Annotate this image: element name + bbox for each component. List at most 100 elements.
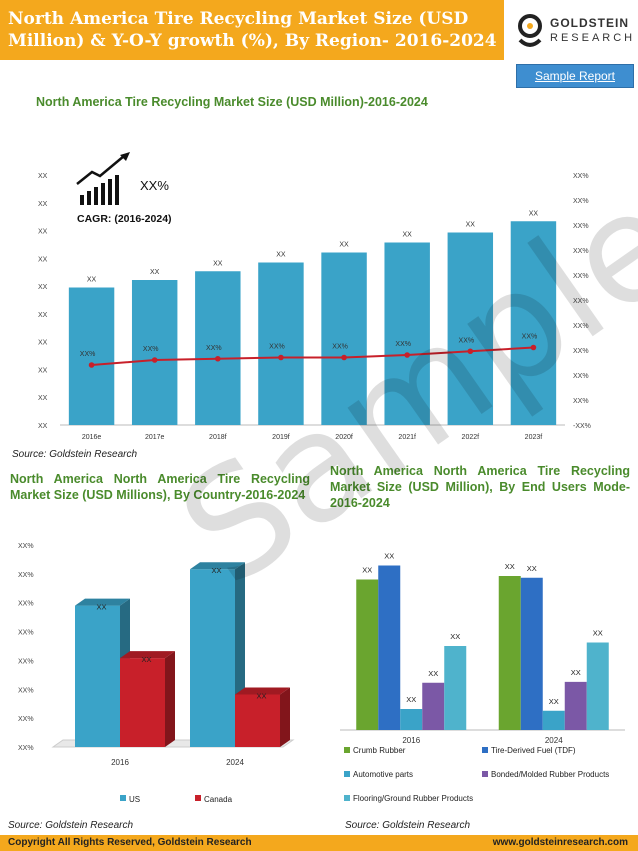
bar-label: XX (384, 552, 394, 561)
y-tick-left: XX (38, 284, 48, 291)
bar (564, 681, 587, 730)
y-tick-right: XX% (573, 398, 589, 405)
bar-label: XX (549, 697, 559, 706)
bar-label: XX (96, 603, 106, 612)
legend-swatch (344, 795, 350, 801)
chart1-source: Source: Goldstein Research (12, 449, 138, 460)
logo-text-top: GOLDSTEIN (550, 16, 630, 30)
legend-label: Tire-Derived Fuel (TDF) (491, 746, 576, 755)
cagr-label: CAGR: (2016-2024) (77, 213, 172, 225)
header-banner: North America Tire Recycling Market Size… (0, 0, 504, 60)
x-tick-label: 2018f (209, 434, 227, 441)
y-tick: XX% (18, 745, 34, 752)
x-tick-label: 2023f (525, 434, 543, 441)
bar-label: XX (211, 566, 221, 575)
x-tick-label: 2016e (82, 434, 102, 441)
growth-point (151, 357, 158, 363)
y-tick: XX% (18, 630, 34, 637)
y-tick-right: XX% (573, 273, 589, 280)
bar-top (190, 562, 245, 570)
bar (586, 642, 609, 730)
goldstein-logo: GOLDSTEIN RESEARCH (516, 14, 632, 54)
bar-label: XX (529, 210, 539, 217)
bar-top (235, 687, 290, 695)
legend-label: Automotive parts (353, 770, 413, 779)
legend-label: Canada (204, 795, 233, 804)
bar-label: XX (466, 222, 476, 229)
growth-label: XX% (332, 344, 348, 351)
growth-label: XX% (522, 334, 538, 341)
bar-front (75, 605, 120, 747)
bar-label: XX (505, 562, 515, 571)
y-tick-right: XX% (573, 223, 589, 230)
bar (447, 232, 494, 425)
cagr-arrow-head (120, 152, 130, 161)
chart2-title: North America North America Tire Recycli… (10, 472, 310, 502)
footer-bar: Copyright All Rights Reserved, Goldstein… (0, 835, 638, 851)
y-tick-left: XX (38, 395, 48, 402)
bar (195, 271, 241, 425)
bar-label: XX (87, 277, 97, 284)
bar (131, 280, 178, 425)
growth-point (215, 355, 221, 362)
y-tick-right: XX% (573, 298, 589, 305)
y-tick: XX% (18, 658, 34, 665)
legend-label: US (129, 795, 140, 804)
x-tick-label: 2017e (145, 434, 165, 441)
y-tick-left: XX (38, 340, 48, 347)
footer-website[interactable]: www.goldsteinresearch.com (492, 837, 628, 848)
bar-label: XX (571, 668, 581, 677)
bar-label: XX (150, 269, 160, 276)
cagr-arrow-line (76, 155, 125, 185)
bar-side (165, 651, 175, 747)
y-tick: XX% (18, 687, 34, 694)
growth-point (467, 348, 474, 355)
footer-copyright: Copyright All Rights Reserved, Goldstein… (8, 837, 252, 848)
growth-label: XX% (80, 351, 96, 358)
x-tick-label: 2019f (272, 434, 290, 441)
legend-swatch (482, 747, 488, 753)
y-tick: XX% (18, 543, 34, 550)
x-tick-label: 2024 (226, 758, 244, 767)
bar (510, 221, 557, 425)
growth-point (530, 344, 537, 351)
bar-front (120, 658, 165, 747)
y-tick-right: XX% (573, 248, 589, 255)
y-tick-right: -XX% (573, 423, 591, 430)
page-title: North America Tire Recycling Market Size… (8, 9, 497, 51)
bar-front (190, 569, 235, 747)
bar (542, 710, 565, 730)
chart2-source: Source: Goldstein Research (8, 820, 134, 831)
x-tick-label: 2020f (335, 434, 353, 441)
y-tick: XX% (18, 716, 34, 723)
chart3-source: Source: Goldstein Research (345, 820, 471, 831)
y-tick: XX% (18, 601, 34, 608)
chart3-title: North America North America Tire Recycli… (330, 464, 630, 510)
y-tick-left: XX (38, 367, 48, 374)
growth-label: XX% (143, 346, 159, 353)
x-tick-label: 2021f (398, 434, 416, 441)
bar-label: XX (527, 564, 537, 573)
y-tick-right: XX% (573, 198, 589, 205)
bar-label: XX (256, 691, 266, 700)
legend-swatch (344, 771, 350, 777)
legend-swatch (344, 747, 350, 753)
legend-label: Bonded/Molded Rubber Products (491, 770, 609, 779)
bar-label: XX (339, 242, 349, 249)
y-tick-right: XX% (573, 348, 589, 355)
y-tick-right: XX% (573, 323, 589, 330)
bar (321, 252, 367, 425)
growth-point (278, 354, 284, 361)
bar (498, 576, 521, 730)
market-size-chart: XX XX XX XX XX XX XX XX XX XX -XX% XX% XX% XX% XX% XX% X… (38, 152, 591, 441)
x-tick-label: 2022f (462, 434, 480, 441)
y-tick: XX% (18, 572, 34, 579)
sample-report-button[interactable]: Sample Report (516, 64, 634, 88)
bar (422, 682, 445, 730)
cagr-value: XX% (140, 178, 169, 193)
bar (258, 262, 304, 425)
bar-label: XX (141, 655, 151, 664)
bar (378, 565, 401, 730)
growth-label: XX% (269, 344, 285, 351)
growth-point (88, 362, 95, 368)
